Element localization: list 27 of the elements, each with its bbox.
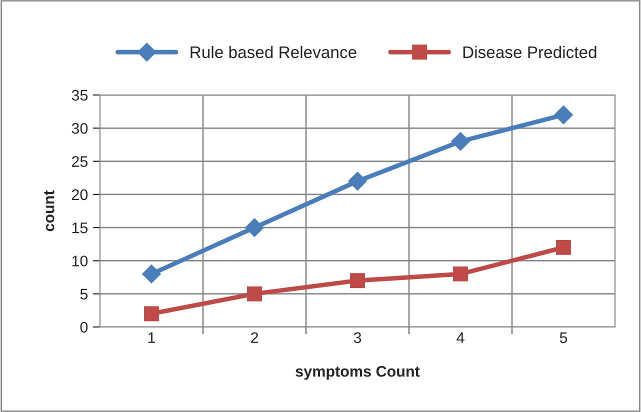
x-tick-label: 1 (148, 332, 156, 343)
y-tick-label: 10 (72, 256, 88, 266)
y-tick-label: 25 (72, 156, 88, 167)
y-tick-label: 35 (72, 90, 88, 101)
y-tick-label: 30 (72, 123, 88, 134)
legend-label: Rule based Relevance (190, 46, 356, 58)
x-axis-title: symptoms Count (296, 366, 420, 380)
y-tick-label: 20 (72, 189, 88, 200)
point (247, 286, 262, 302)
x-tick-label: 4 (456, 332, 464, 343)
point (453, 266, 468, 282)
point (451, 132, 470, 151)
x-tick-label: 5 (560, 332, 568, 344)
y-tick-label: 5 (80, 288, 88, 300)
y-axis-title: count (44, 190, 54, 232)
point (144, 306, 159, 322)
point (556, 240, 571, 255)
point (350, 273, 365, 288)
point (348, 172, 367, 191)
y-tick-label: 15 (72, 222, 88, 234)
legend-label: Disease Predicted (463, 46, 596, 58)
point (142, 264, 161, 284)
x-tick-label: 2 (251, 332, 258, 343)
x-tick-label: 3 (354, 332, 362, 344)
point (245, 218, 264, 237)
y-tick-label: 0 (80, 322, 88, 333)
point (554, 106, 573, 124)
